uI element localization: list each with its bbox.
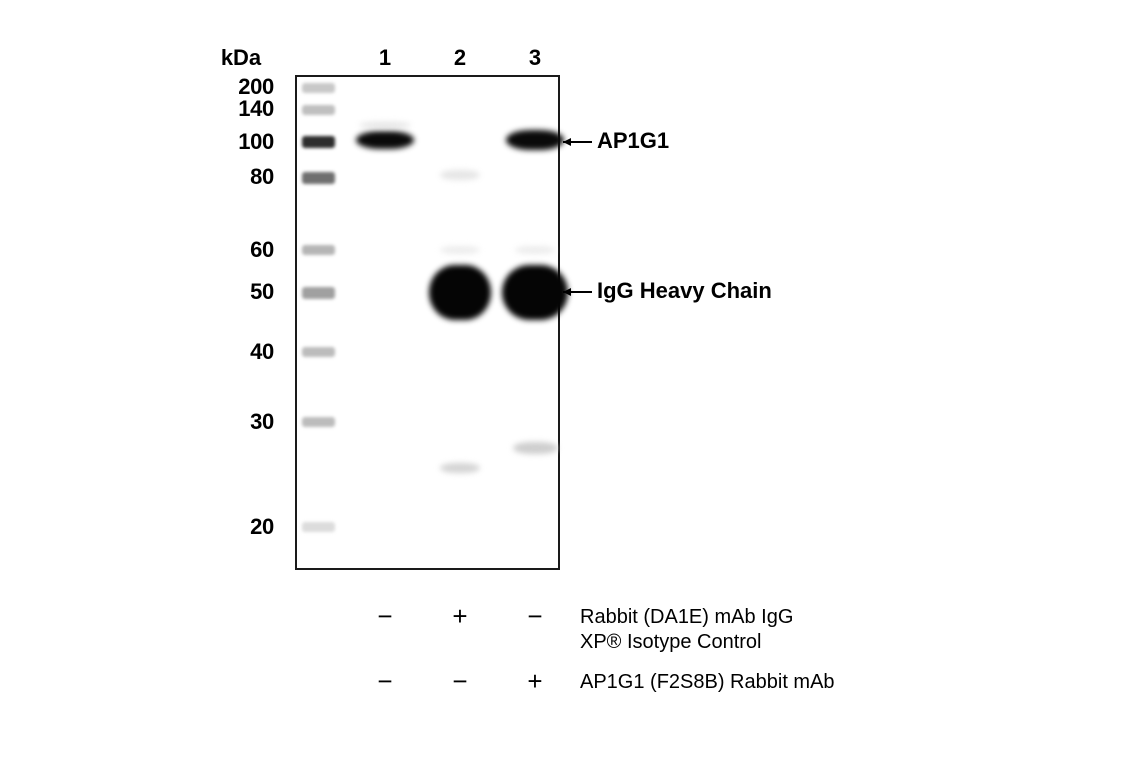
ladder-band <box>302 287 335 299</box>
lane-number: 2 <box>430 45 490 71</box>
condition-symbol: + <box>430 601 490 632</box>
pointer-arrowhead <box>563 288 571 296</box>
condition-symbol: − <box>505 601 565 632</box>
ladder-band <box>302 83 335 93</box>
ladder-mark: 30 <box>218 409 274 435</box>
ladder-band <box>302 105 335 115</box>
band-label: IgG Heavy Chain <box>597 278 772 304</box>
western-blot-figure: kDa 200140100806050403020 123 AP1G1IgG H… <box>0 0 1141 768</box>
ladder-band <box>302 417 335 427</box>
ladder-mark: 50 <box>218 279 274 305</box>
band-faint <box>515 246 555 254</box>
condition-label: AP1G1 (F2S8B) Rabbit mAb <box>580 670 835 695</box>
ladder-mark: 40 <box>218 339 274 365</box>
band-faint <box>440 246 480 254</box>
ladder-band <box>302 245 335 255</box>
condition-symbol: − <box>355 601 415 632</box>
condition-symbol: − <box>430 666 490 697</box>
ladder-mark: 100 <box>218 129 274 155</box>
kda-axis-label: kDa <box>218 45 264 71</box>
condition-symbol: + <box>505 666 565 697</box>
band-faint <box>440 170 480 180</box>
ladder-mark: 80 <box>218 164 274 190</box>
lane-number: 1 <box>355 45 415 71</box>
ladder-band <box>302 136 335 148</box>
ladder-mark: 140 <box>218 96 274 122</box>
ladder-band <box>302 172 335 184</box>
ladder-mark: 60 <box>218 237 274 263</box>
ladder-band <box>302 522 335 532</box>
condition-label: Rabbit (DA1E) mAb IgG XP® Isotype Contro… <box>580 605 793 655</box>
ladder-mark: 20 <box>218 514 274 540</box>
pointer-arrowhead <box>563 138 571 146</box>
band-ap1g1 <box>506 130 564 150</box>
band-faint <box>440 463 480 473</box>
lane-number: 3 <box>505 45 565 71</box>
band-faint <box>513 442 558 454</box>
band-igg-heavy-chain <box>429 265 491 320</box>
condition-symbol: − <box>355 666 415 697</box>
ladder-band <box>302 347 335 357</box>
band-faint <box>359 122 411 128</box>
band-ap1g1 <box>356 131 414 149</box>
band-igg-heavy-chain <box>502 265 568 320</box>
band-label: AP1G1 <box>597 128 669 154</box>
